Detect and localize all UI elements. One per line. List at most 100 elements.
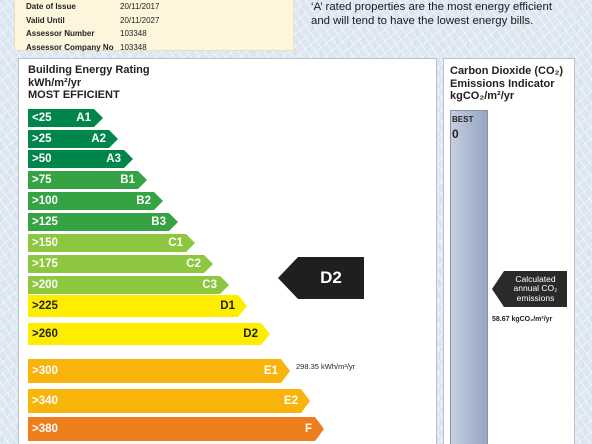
ber-band-grade: B1: [120, 174, 135, 186]
co2-subtitle: Emissions Indicator: [450, 77, 555, 90]
intro-line: ‘A’ rated properties are the most energy…: [311, 1, 553, 13]
intro-text: ‘A’ rated properties are the most energy…: [311, 0, 586, 28]
co2-pointer-text: Calculated annual CO₂ emissions: [504, 271, 567, 307]
ber-band-a3: >50 A3: [28, 150, 133, 168]
current-rating-pointer: D2: [278, 257, 364, 299]
assessor-details: Date of Issue 20/11/2017 Valid Until 20/…: [14, 0, 294, 52]
ber-band-fill: [28, 171, 138, 189]
ber-band-range: <25: [32, 112, 52, 124]
co2-value: 58.67 kgCO₂/m²/yr: [492, 316, 553, 323]
assessor-label: Assessor Number: [26, 29, 95, 39]
co2-pointer-arrow-icon: [492, 271, 504, 307]
pointer-arrow-icon: [278, 257, 298, 299]
ber-band-arrow-icon: [220, 276, 229, 294]
ber-band-fill: [28, 234, 186, 252]
ber-band-d2: >260 D2: [28, 323, 270, 345]
ber-band-fill: [28, 255, 204, 273]
ber-band-c2: >175 C2: [28, 255, 213, 273]
co2-best-label: BEST: [452, 115, 474, 124]
co2-scale-bar: [450, 110, 488, 444]
ber-band-fill: [28, 213, 169, 231]
ber-band-range: >300: [32, 365, 58, 377]
ber-band-e1: >300 E1: [28, 359, 290, 383]
ber-band-grade: D1: [220, 300, 235, 312]
ber-band-c3: >200 C3: [28, 276, 229, 294]
ber-band-fill: [28, 130, 109, 148]
ber-band-arrow-icon: [186, 234, 195, 252]
ber-band-d1: >225 D1: [28, 295, 247, 317]
ber-band-fill: [28, 359, 281, 383]
ber-panel: Building Energy Rating kWh/m²/yr MOST EF…: [18, 58, 437, 444]
ber-band-fill: [28, 389, 301, 413]
ber-band-b3: >125 B3: [28, 213, 178, 231]
ber-band-arrow-icon: [281, 359, 290, 383]
ber-band-arrow-icon: [238, 295, 247, 317]
ber-band-range: >200: [32, 279, 58, 291]
assessor-label: Date of Issue: [26, 2, 76, 12]
ber-band-fill: [28, 192, 154, 210]
assessor-value: 20/11/2017: [120, 2, 160, 12]
co2-title: Carbon Dioxide (CO₂): [450, 65, 564, 77]
ber-band-grade: C2: [186, 258, 201, 270]
ber-band-grade: B2: [136, 195, 151, 207]
assessor-row-number: Assessor Number 103348: [15, 27, 293, 41]
ber-band-b1: >75 B1: [28, 171, 147, 189]
ber-band-arrow-icon: [94, 109, 103, 127]
ber-band-arrow-icon: [138, 171, 147, 189]
ber-band-arrow-icon: [204, 255, 213, 273]
ber-band-grade: C1: [168, 237, 183, 249]
co2-pointer: Calculated annual CO₂ emissions: [492, 271, 567, 307]
ber-band-f: >380 F: [28, 417, 324, 441]
ber-band-grade: C3: [202, 279, 217, 291]
assessor-value: 103348: [120, 29, 147, 39]
ber-band-grade: E2: [283, 395, 298, 407]
ber-band-arrow-icon: [315, 417, 324, 441]
co2-pointer-line: Calculated: [515, 273, 556, 284]
ber-band-fill: [28, 276, 220, 294]
intro-line: and will tend to have the lowest energy …: [311, 15, 534, 27]
assessor-label: Valid Until: [26, 15, 65, 25]
ber-band-grade: E1: [263, 365, 278, 377]
ber-band-grade: A1: [76, 112, 91, 124]
ber-band-b2: >100 B2: [28, 192, 163, 210]
ber-band-arrow-icon: [261, 323, 270, 345]
ber-band-arrow-icon: [124, 150, 133, 168]
current-rating-value: 298.35 kWh/m²/yr: [296, 362, 356, 371]
ber-band-a1: <25 A1: [28, 109, 103, 127]
ber-band-c1: >150 C1: [28, 234, 195, 252]
co2-header: Carbon Dioxide (CO₂) Emissions Indicator…: [450, 65, 574, 103]
ber-band-range: >100: [32, 195, 58, 207]
ber-band-arrow-icon: [301, 389, 310, 413]
ber-band-fill: [28, 323, 261, 345]
ber-band-arrow-icon: [169, 213, 178, 231]
current-rating-grade: D2: [298, 257, 364, 299]
ber-band-arrow-icon: [154, 192, 163, 210]
co2-panel: Carbon Dioxide (CO₂) Emissions Indicator…: [443, 58, 575, 444]
ber-band-fill: [28, 295, 238, 317]
co2-best-value: 0: [452, 127, 459, 141]
ber-band-range: >340: [32, 395, 58, 407]
ber-band-range: >225: [32, 300, 58, 312]
ber-band-grade: A3: [106, 153, 121, 165]
assessor-row-valid-until: Valid Until 20/11/2027: [15, 14, 293, 28]
ber-band-range: >260: [32, 328, 58, 340]
ber-band-e2: >340 E2: [28, 389, 310, 413]
co2-pointer-line: emissions: [516, 292, 555, 303]
ber-band-grade: A2: [91, 133, 106, 145]
ber-band-a2: >25 A2: [28, 130, 118, 148]
ber-unit: kWh/m²/yr: [28, 76, 82, 89]
ber-band-arrow-icon: [109, 130, 118, 148]
ber-band-range: >75: [32, 174, 52, 186]
ber-band-range: >175: [32, 258, 58, 270]
ber-band-fill: [28, 150, 124, 168]
ber-band-fill: [28, 109, 94, 127]
assessor-row-issue-date: Date of Issue 20/11/2017: [15, 0, 293, 14]
assessor-row-company: Assessor Company No 103348: [15, 41, 293, 55]
ber-band-fill: [28, 417, 315, 441]
most-efficient-label: MOST EFFICIENT: [28, 89, 120, 101]
ber-band-range: >150: [32, 237, 58, 249]
ber-title: Building Energy Rating: [28, 64, 150, 76]
ber-band-range: >25: [32, 133, 52, 145]
co2-unit: kgCO₂/m²/yr: [450, 90, 515, 102]
ber-band-range: >50: [32, 153, 52, 165]
